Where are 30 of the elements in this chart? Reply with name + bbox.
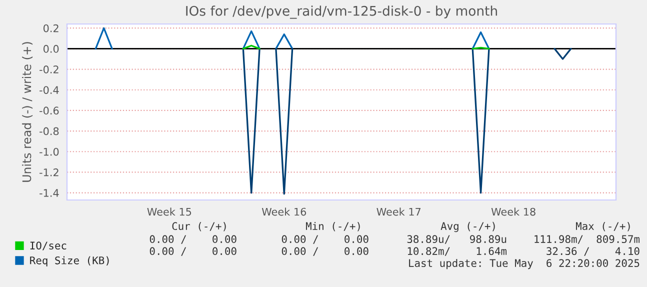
text: 10.82m/ 1.64m bbox=[408, 247, 507, 256]
text: 0.00 / 0.00 bbox=[282, 247, 368, 256]
text: Last update: Tue May 6 22:20:00 2025 bbox=[409, 258, 640, 270]
text: Max (-/+) bbox=[576, 222, 630, 232]
text: 0.00 / 0.00 bbox=[282, 235, 368, 244]
y-tick-label: 0.0 bbox=[43, 44, 59, 53]
text: 0.00 / 0.00 bbox=[150, 247, 236, 256]
y-tick-label: -1.4 bbox=[40, 189, 59, 197]
legend-label: IO/sec bbox=[30, 242, 66, 250]
y-axis-title: Units read (-) / write (+) bbox=[22, 42, 33, 182]
y-tick-label: 0.2 bbox=[43, 24, 58, 32]
x-tick-label: Week 18 bbox=[491, 208, 536, 216]
text: 0.00 / 0.00 bbox=[150, 235, 236, 244]
x-tick-label: Week 16 bbox=[262, 208, 306, 216]
y-tick-label: -0.2 bbox=[40, 66, 58, 74]
x-tick-label: Week 17 bbox=[376, 208, 421, 216]
text: Cur (-/+) bbox=[172, 222, 226, 232]
text: 32.36 / 4.10 bbox=[546, 247, 640, 256]
legend-label: Req Size (KB) bbox=[30, 256, 109, 266]
text: 111.98m/ 809.57m bbox=[534, 235, 640, 244]
y-tick-label: -1.2 bbox=[40, 168, 58, 176]
text: Avg (-/+) bbox=[440, 222, 495, 232]
text: Min (-/+) bbox=[306, 222, 360, 232]
text: 38.89u/ 98.89u bbox=[407, 235, 506, 244]
y-tick-label: -0.8 bbox=[40, 127, 59, 136]
y-tick-label: -0.6 bbox=[40, 106, 59, 115]
x-tick-label: Week 15 bbox=[147, 208, 192, 216]
chart-title: IOs for /dev/pve_raid/vm-125-disk-0 - by month bbox=[186, 6, 497, 19]
y-tick-label: -0.4 bbox=[40, 86, 59, 94]
y-tick-label: -1.0 bbox=[40, 148, 59, 156]
